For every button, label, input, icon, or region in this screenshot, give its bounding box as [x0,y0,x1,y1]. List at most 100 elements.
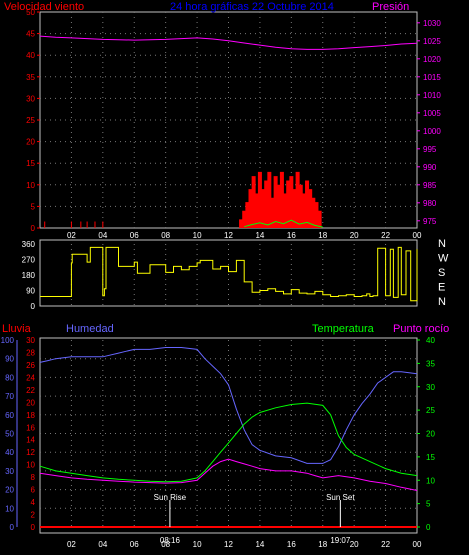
y-humidity-tick-label: 40 [5,448,14,457]
y-right-tick-label: 1030 [423,19,441,28]
y-right-tick-label: 995 [423,145,437,154]
x-tick-label: 02 [67,540,76,549]
x-tick-label: 22 [381,231,390,240]
x-tick-label: 00 [413,540,422,549]
humidity-line [39,347,418,464]
y-direction-tick-label: 180 [22,271,36,280]
y-temp-tick-label: 25 [426,406,435,415]
wind-pressure-series [39,35,418,228]
humidity-temperature-frame [39,337,418,534]
y-humidity-tick-label: 10 [5,504,14,513]
x-tick-label: 18 [318,231,327,240]
compass-direction-label: W [438,253,449,265]
y-rain-tick-label: 0 [31,523,36,532]
x-tick-label: 06 [130,540,139,549]
y-left-tick-label: 25 [26,116,35,125]
wind-direction-series [40,246,418,302]
y-humidity-tick-label: 70 [5,392,14,401]
y-direction-tick-label: 90 [26,287,35,296]
y-humidity-tick-label: 0 [10,523,15,532]
sunset-time: 19:07 [330,536,351,545]
y-rain-tick-label: 20 [26,398,35,407]
y-right-tick-label: 985 [423,181,437,190]
x-tick-label: 14 [255,231,264,240]
humidity-temperature-ticks: 0102030405060708090100024681012141618202… [1,336,436,549]
rain-label: Lluvia [2,323,32,335]
y-temp-tick-label: 10 [426,476,435,485]
y-rain-tick-label: 12 [26,448,35,457]
x-tick-label: 20 [350,540,359,549]
y-right-tick-label: 990 [423,163,437,172]
y-left-tick-label: 50 [26,8,35,17]
x-tick-label: 02 [67,231,76,240]
y-right-tick-label: 1000 [423,127,441,136]
wind-avg-line [244,219,323,228]
temperature-line [39,402,418,483]
sunset-label: Sun Set [326,493,355,502]
y-rain-tick-label: 30 [26,336,35,345]
y-left-tick-label: 5 [31,202,36,211]
y-temp-tick-label: 20 [426,430,435,439]
y-humidity-tick-label: 30 [5,467,14,476]
y-humidity-tick-label: 50 [5,430,14,439]
x-tick-label: 06 [130,231,139,240]
dewpoint-label: Punto rocío [393,323,449,335]
y-rain-tick-label: 2 [31,511,36,520]
compass-direction-label: S [438,267,445,279]
humidity-temperature-panel: 0102030405060708090100024681012141618202… [1,323,450,549]
y-rain-tick-label: 14 [26,436,35,445]
x-tick-label: 04 [98,231,107,240]
y-temp-tick-label: 40 [426,336,435,345]
humidity-temperature-series [39,347,418,528]
compass-direction-label: N [438,238,446,250]
y-rain-tick-label: 10 [26,461,35,470]
y-right-tick-label: 1015 [423,73,441,82]
y-rain-tick-label: 28 [26,348,35,357]
y-right-tick-label: 975 [423,217,437,226]
y-temp-tick-label: 15 [426,453,435,462]
y-rain-tick-label: 18 [26,411,35,420]
y-humidity-tick-label: 60 [5,411,14,420]
y-left-tick-label: 40 [26,51,35,60]
x-tick-label: 10 [193,231,202,240]
y-left-tick-label: 30 [26,94,35,103]
pressure-label: Presión [372,1,409,13]
x-tick-label: 04 [98,540,107,549]
wind-pressure-panel: 0510152025303540455097598098599099510001… [4,1,441,240]
y-temp-tick-label: 35 [426,359,435,368]
y-rain-tick-label: 4 [31,498,36,507]
y-temp-tick-label: 0 [426,523,431,532]
y-left-tick-label: 0 [31,224,36,233]
y-humidity-tick-label: 20 [5,486,14,495]
y-right-tick-label: 1010 [423,91,441,100]
x-tick-label: 00 [413,231,422,240]
y-right-tick-label: 1005 [423,109,441,118]
wind-pressure-ticks: 0510152025303540455097598098599099510001… [26,8,441,240]
y-rain-tick-label: 24 [26,373,35,382]
y-left-tick-label: 45 [26,30,35,39]
y-humidity-tick-label: 100 [1,336,15,345]
y-humidity-tick-label: 80 [5,373,14,382]
y-left-tick-label: 15 [26,159,35,168]
y-left-tick-label: 20 [26,138,35,147]
dewpoint-line [39,458,418,491]
y-temp-tick-label: 30 [426,383,435,392]
x-tick-label: 16 [287,540,296,549]
y-right-tick-label: 980 [423,199,437,208]
y-direction-tick-label: 360 [22,240,36,249]
y-left-tick-label: 35 [26,73,35,82]
x-tick-label: 10 [193,540,202,549]
temperature-label: Temperatura [312,323,375,335]
y-temp-tick-label: 5 [426,500,431,509]
y-direction-tick-label: 0 [31,302,36,311]
y-humidity-tick-label: 90 [5,355,14,364]
y-left-tick-label: 10 [26,181,35,190]
wind-speed-label: Velocidad viento [4,1,84,13]
humidity-label: Humedad [66,323,114,335]
y-rain-tick-label: 8 [31,473,36,482]
y-rain-tick-label: 6 [31,486,36,495]
x-tick-label: 12 [224,231,233,240]
chart-title: 24 hora gráficas 22 Octubre 2014 [170,1,334,13]
x-tick-label: 18 [318,540,327,549]
